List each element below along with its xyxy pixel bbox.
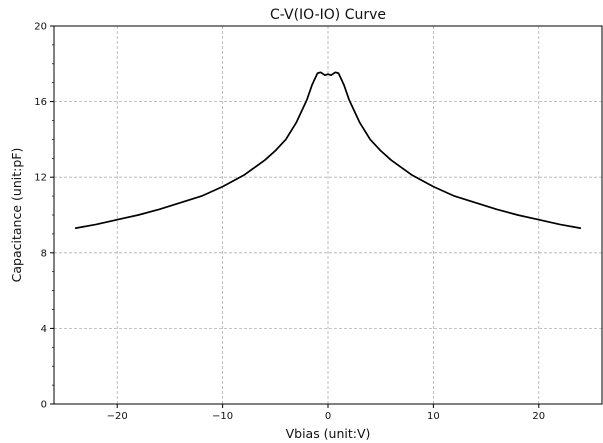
y-tick-label: 20: [34, 22, 47, 33]
y-tick-label: 4: [41, 324, 47, 335]
x-tick-label: 10: [427, 411, 440, 422]
y-axis-label: Capacitance (unit:pF): [9, 148, 24, 283]
x-axis-label: Vbias (unit:V): [286, 426, 371, 441]
y-tick-label: 0: [41, 400, 47, 411]
cv-curve-line: [74, 71, 582, 230]
x-tick-label: 20: [532, 411, 545, 422]
x-tick-label: 0: [325, 411, 331, 422]
y-tick-label: 16: [34, 97, 47, 108]
y-tick-label: 8: [41, 248, 47, 259]
axis-ticks: [50, 25, 540, 408]
x-tick-label: −20: [107, 411, 128, 422]
grid: [54, 26, 602, 404]
tick-labels: −20 −10 0 10 20 0 4 8 12 16 20: [34, 22, 545, 423]
plot-area: [74, 71, 582, 230]
x-tick-label: −10: [212, 411, 233, 422]
chart-title: C-V(IO-IO) Curve: [270, 7, 386, 23]
y-tick-label: 12: [34, 173, 47, 184]
